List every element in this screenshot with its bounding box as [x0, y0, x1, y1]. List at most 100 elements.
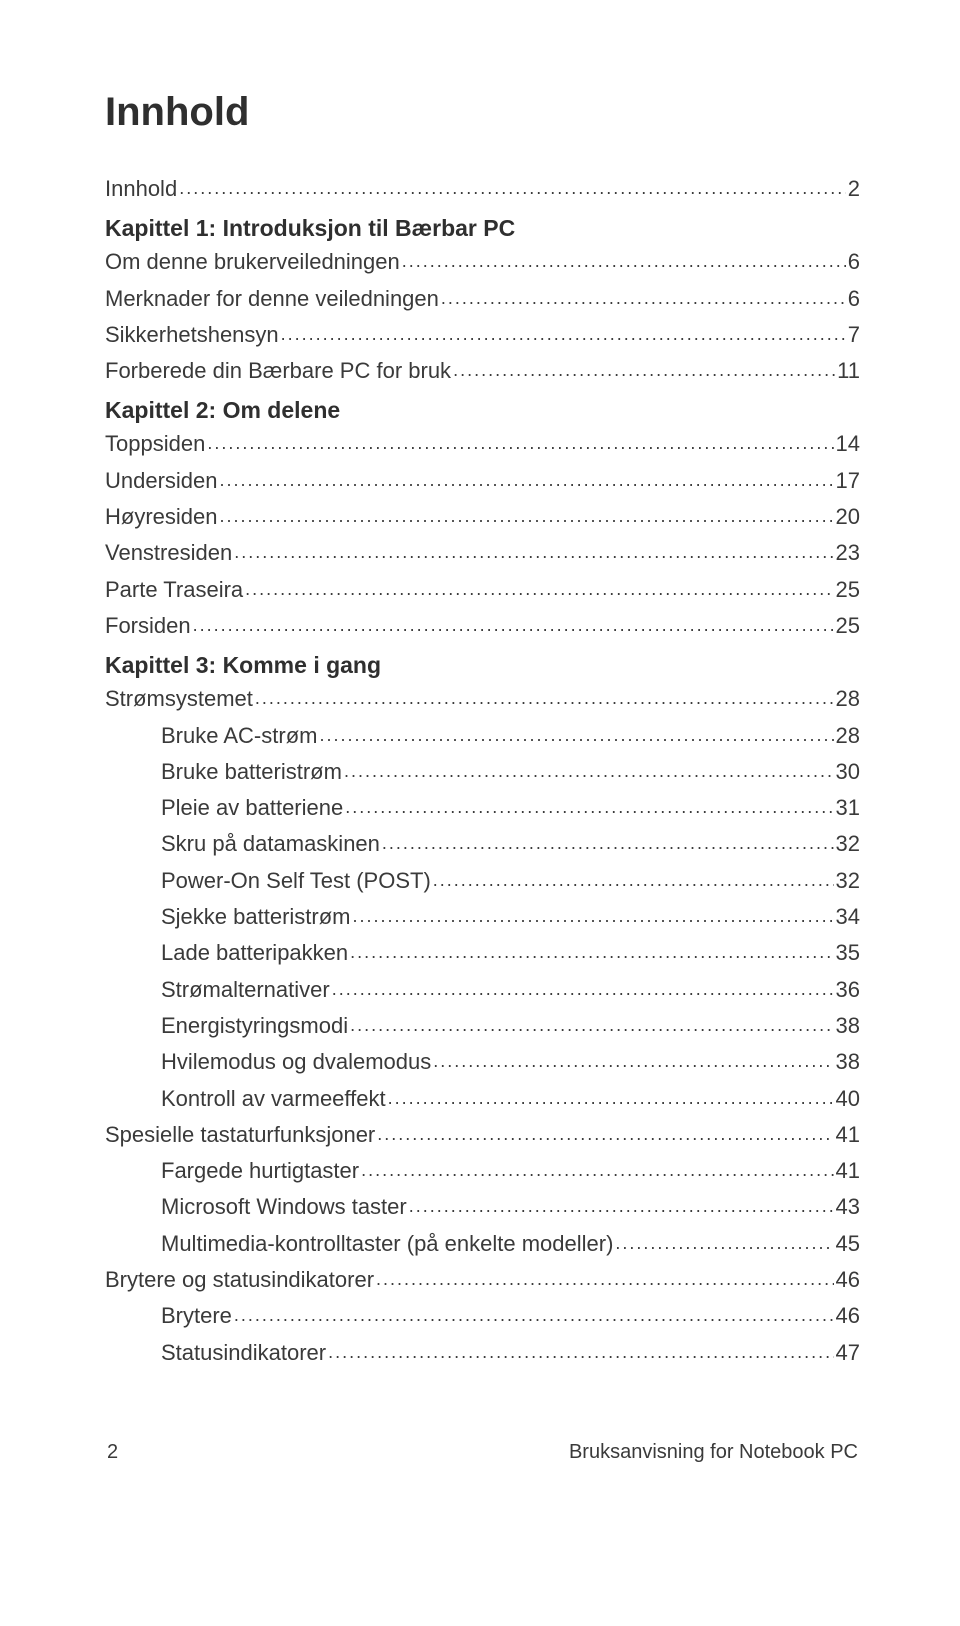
toc-entry-page: 30: [836, 754, 860, 790]
toc-leader-dots: [453, 353, 835, 389]
toc-entry-page: 7: [848, 317, 860, 353]
toc-leader-dots: [382, 826, 834, 862]
toc-leader-dots: [353, 899, 834, 935]
toc-entry-label: Strømsystemet: [105, 681, 253, 717]
toc-entry: Parte Traseira25: [105, 572, 860, 608]
toc-entry-label: Lade batteripakken: [161, 935, 348, 971]
toc-entry-page: 32: [836, 863, 860, 899]
toc-leader-dots: [328, 1335, 833, 1371]
toc-entry: Høyresiden 20: [105, 499, 860, 535]
toc-leader-dots: [350, 935, 833, 971]
toc-leader-dots: [433, 1044, 833, 1080]
toc-entry-label: Forberede din Bærbare PC for bruk: [105, 353, 451, 389]
toc-chapter-heading: Kapittel 1: Introduksjon til Bærbar PC: [105, 215, 860, 242]
toc-entry-page: 47: [836, 1335, 860, 1371]
toc-entry-page: 38: [836, 1044, 860, 1080]
toc-entry-label: Microsoft Windows taster: [161, 1189, 407, 1225]
toc-entry: Lade batteripakken 35: [105, 935, 860, 971]
toc-entry: Innhold 2: [105, 171, 860, 207]
toc-entry: Strømalternativer36: [105, 972, 860, 1008]
toc-leader-dots: [332, 972, 834, 1008]
toc-leader-dots: [402, 244, 846, 280]
toc-leader-dots: [376, 1262, 833, 1298]
toc-entry: Statusindikatorer 47: [105, 1335, 860, 1371]
toc-entry: Venstresiden23: [105, 535, 860, 571]
toc-entry-page: 28: [836, 681, 860, 717]
toc-entry-label: Fargede hurtigtaster: [161, 1153, 359, 1189]
toc-entry-label: Bruke batteristrøm: [161, 754, 342, 790]
toc-entry-label: Brytere og statusindikatorer: [105, 1262, 374, 1298]
toc-entry: Bruke AC-strøm28: [105, 718, 860, 754]
toc-entry-label: Spesielle tastaturfunksjoner: [105, 1117, 375, 1153]
page-title: Innhold: [105, 90, 860, 135]
toc-entry: Fargede hurtigtaster41: [105, 1153, 860, 1189]
toc-entry-label: Merknader for denne veiledningen: [105, 281, 439, 317]
toc-entry: Multimedia-kontrolltaster (på enkelte mo…: [105, 1226, 860, 1262]
toc-entry-label: Forsiden: [105, 608, 191, 644]
toc-entry: Skru på datamaskinen32: [105, 826, 860, 862]
toc-entry-label: Statusindikatorer: [161, 1335, 326, 1371]
toc-entry: Pleie av batteriene 31: [105, 790, 860, 826]
toc-entry-page: 20: [836, 499, 860, 535]
toc-leader-dots: [361, 1153, 833, 1189]
toc-entry-page: 28: [836, 718, 860, 754]
toc-entry: Brytere og statusindikatorer46: [105, 1262, 860, 1298]
toc-entry-page: 6: [848, 281, 860, 317]
toc-entry-page: 17: [836, 463, 860, 499]
toc-entry-page: 2: [848, 171, 860, 207]
toc-entry-page: 31: [836, 790, 860, 826]
toc-entry-page: 14: [836, 426, 860, 462]
toc-entry-label: Undersiden: [105, 463, 218, 499]
toc-leader-dots: [234, 535, 833, 571]
toc-chapter-heading: Kapittel 2: Om delene: [105, 397, 860, 424]
toc-leader-dots: [345, 790, 833, 826]
toc-entry-label: Høyresiden: [105, 499, 217, 535]
toc-entry-page: 45: [836, 1226, 860, 1262]
toc-entry: Forsiden 25: [105, 608, 860, 644]
toc-entry: Spesielle tastaturfunksjoner41: [105, 1117, 860, 1153]
toc-entry: Energistyringsmodi38: [105, 1008, 860, 1044]
toc-leader-dots: [207, 426, 833, 462]
toc-leader-dots: [377, 1117, 833, 1153]
toc-entry: Bruke batteristrøm 30: [105, 754, 860, 790]
toc-entry-page: 36: [836, 972, 860, 1008]
toc-entry: Power-On Self Test (POST) 32: [105, 863, 860, 899]
toc-entry: Brytere 46: [105, 1298, 860, 1334]
toc-entry: Undersiden 17: [105, 463, 860, 499]
toc-entry-label: Brytere: [161, 1298, 232, 1334]
toc-entry: Strømsystemet 28: [105, 681, 860, 717]
toc-entry: Om denne brukerveiledningen6: [105, 244, 860, 280]
table-of-contents: Innhold 2 Kapittel 1: Introduksjon til Bær…: [105, 171, 860, 1371]
toc-entry: Sjekke batteristrøm 34: [105, 899, 860, 935]
toc-entry-page: 34: [836, 899, 860, 935]
toc-leader-dots: [319, 718, 833, 754]
footer-doc-title: Bruksanvisning for Notebook PC: [569, 1441, 858, 1464]
toc-leader-dots: [245, 572, 833, 608]
toc-entry-label: Innhold: [105, 171, 177, 207]
toc-leader-dots: [255, 681, 834, 717]
toc-entry-label: Pleie av batteriene: [161, 790, 343, 826]
toc-entry: Merknader for denne veiledningen 6: [105, 281, 860, 317]
toc-entry: Sikkerhetshensyn 7: [105, 317, 860, 353]
toc-leader-dots: [219, 499, 833, 535]
toc-leader-dots: [193, 608, 834, 644]
toc-entry-page: 25: [836, 572, 860, 608]
toc-leader-dots: [409, 1189, 834, 1225]
toc-entry-page: 25: [836, 608, 860, 644]
toc-entry-page: 23: [836, 535, 860, 571]
toc-leader-dots: [441, 281, 846, 317]
toc-entry-label: Sikkerhetshensyn: [105, 317, 279, 353]
toc-entry-label: Multimedia-kontrolltaster (på enkelte mo…: [161, 1226, 613, 1262]
toc-entry-label: Sjekke batteristrøm: [161, 899, 351, 935]
toc-entry-label: Kontroll av varmeeffekt: [161, 1081, 386, 1117]
toc-leader-dots: [179, 171, 846, 207]
toc-chapter-heading: Kapittel 3: Komme i gang: [105, 652, 860, 679]
toc-leader-dots: [281, 317, 846, 353]
toc-entry-page: 43: [836, 1189, 860, 1225]
toc-entry-page: 6: [848, 244, 860, 280]
toc-entry-label: Skru på datamaskinen: [161, 826, 380, 862]
toc-leader-dots: [615, 1226, 833, 1262]
toc-entry-label: Power-On Self Test (POST): [161, 863, 431, 899]
toc-entry: Microsoft Windows taster 43: [105, 1189, 860, 1225]
toc-entry-page: 35: [836, 935, 860, 971]
